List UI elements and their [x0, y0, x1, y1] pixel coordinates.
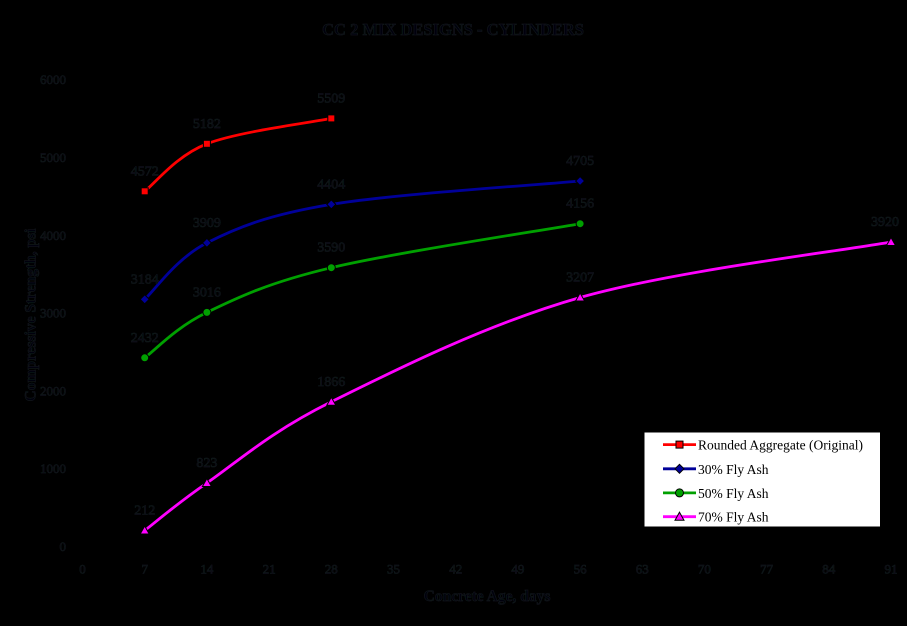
svg-text:21: 21: [263, 562, 276, 577]
svg-text:0: 0: [60, 539, 67, 554]
svg-text:91: 91: [885, 562, 898, 577]
svg-text:30% Fly Ash: 30% Fly Ash: [698, 462, 769, 477]
svg-text:4404: 4404: [317, 177, 345, 192]
svg-text:Rounded Aggregate (Original): Rounded Aggregate (Original): [698, 438, 863, 453]
svg-text:63: 63: [636, 562, 649, 577]
svg-text:0: 0: [79, 562, 86, 577]
svg-text:4156: 4156: [566, 197, 594, 212]
svg-text:4705: 4705: [566, 154, 594, 169]
svg-text:3184: 3184: [131, 272, 159, 287]
svg-text:3000: 3000: [40, 306, 66, 321]
svg-text:70% Fly Ash: 70% Fly Ash: [698, 510, 769, 525]
svg-text:2000: 2000: [40, 383, 66, 398]
svg-text:84: 84: [822, 562, 836, 577]
svg-text:3016: 3016: [193, 285, 221, 300]
svg-text:3909: 3909: [193, 216, 221, 231]
svg-text:1000: 1000: [40, 461, 66, 476]
svg-text:14: 14: [200, 562, 214, 577]
svg-text:6000: 6000: [40, 72, 66, 87]
svg-text:5509: 5509: [317, 91, 345, 106]
svg-text:77: 77: [760, 562, 774, 577]
svg-text:3207: 3207: [566, 271, 594, 286]
svg-text:5182: 5182: [193, 117, 221, 132]
svg-text:Compressive Strength, psi: Compressive Strength, psi: [23, 228, 40, 402]
svg-text:3590: 3590: [317, 241, 345, 256]
svg-text:212: 212: [134, 504, 155, 519]
svg-text:50% Fly Ash: 50% Fly Ash: [698, 486, 769, 501]
svg-text:35: 35: [387, 562, 400, 577]
svg-text:7: 7: [141, 562, 148, 577]
svg-text:1866: 1866: [317, 375, 345, 390]
svg-text:56: 56: [574, 562, 588, 577]
svg-text:CC 2 MIX DESIGNS - CYLINDERS: CC 2 MIX DESIGNS - CYLINDERS: [322, 20, 584, 39]
svg-text:823: 823: [196, 456, 217, 471]
svg-text:5000: 5000: [40, 150, 66, 165]
svg-text:2432: 2432: [131, 331, 159, 346]
svg-text:Concrete Age, days: Concrete Age, days: [424, 588, 551, 605]
svg-text:3920: 3920: [871, 215, 899, 230]
svg-text:49: 49: [511, 562, 524, 577]
svg-text:4572: 4572: [131, 164, 159, 179]
svg-text:70: 70: [698, 562, 711, 577]
svg-text:42: 42: [449, 562, 462, 577]
svg-text:4000: 4000: [40, 228, 66, 243]
svg-text:28: 28: [325, 562, 338, 577]
